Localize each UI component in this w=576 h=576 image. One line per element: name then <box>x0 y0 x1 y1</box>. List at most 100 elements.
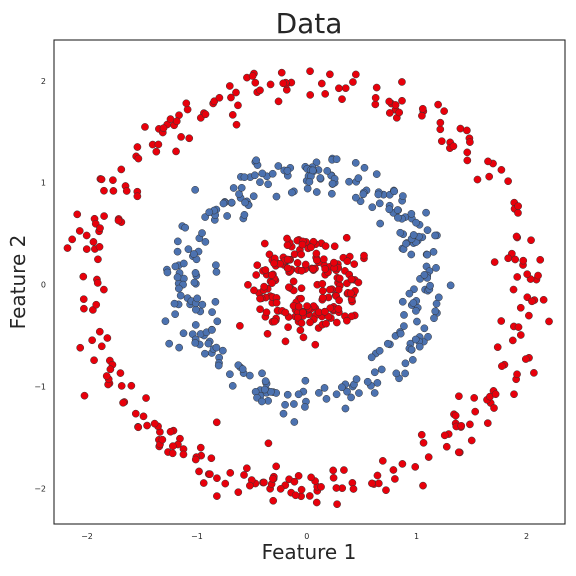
data-point-middle-72 <box>396 228 405 237</box>
data-point-inner-42 <box>296 326 305 335</box>
data-point-middle-209 <box>274 162 283 170</box>
data-point-middle-208 <box>191 305 200 314</box>
data-point-outer-142 <box>509 285 518 294</box>
data-point-middle-199 <box>434 293 443 302</box>
data-point-middle-108 <box>268 169 277 178</box>
data-point-outer-225 <box>297 485 306 494</box>
data-point-outer-232 <box>491 390 500 399</box>
data-point-inner-108 <box>334 285 343 294</box>
data-point-middle-138 <box>323 167 332 175</box>
data-point-middle-88 <box>219 346 227 355</box>
data-point-inner-190 <box>318 293 327 302</box>
data-point-outer-143 <box>490 404 498 412</box>
data-point-middle-15 <box>272 192 281 201</box>
data-point-outer-172 <box>168 449 177 458</box>
data-point-inner-165 <box>299 333 308 342</box>
data-point-middle-182 <box>214 361 223 370</box>
data-point-outer-27 <box>221 479 230 488</box>
data-point-middle-260 <box>181 223 190 232</box>
data-point-outer-93 <box>437 137 446 146</box>
data-point-inner-45 <box>321 242 330 250</box>
data-point-middle-251 <box>245 371 254 380</box>
data-point-outer-21 <box>436 125 445 134</box>
data-point-middle-142 <box>375 346 384 355</box>
data-point-middle-40 <box>190 278 199 287</box>
data-point-middle-128 <box>287 188 296 197</box>
data-point-outer-7 <box>196 443 205 452</box>
data-point-middle-171 <box>412 307 420 315</box>
data-point-middle-71 <box>429 248 438 256</box>
data-point-middle-247 <box>241 198 249 207</box>
data-point-middle-195 <box>258 397 266 406</box>
x-tick-label: 1 <box>414 532 419 541</box>
data-point-middle-31 <box>179 329 188 338</box>
data-point-outer-127 <box>96 224 104 232</box>
data-point-outer-139 <box>512 232 521 241</box>
data-point-outer-19 <box>195 467 203 476</box>
data-point-outer-218 <box>485 172 494 181</box>
data-point-outer-177 <box>240 471 248 479</box>
data-point-middle-295 <box>392 369 401 378</box>
data-point-outer-203 <box>103 334 112 342</box>
data-point-outer-298 <box>418 104 427 113</box>
chart-title: Data <box>276 7 343 40</box>
data-point-inner-98 <box>313 256 321 265</box>
data-point-middle-95 <box>279 409 288 418</box>
data-point-outer-202 <box>134 423 143 432</box>
data-point-inner-122 <box>297 284 306 293</box>
data-point-outer-221 <box>536 255 545 264</box>
data-point-middle-60 <box>328 189 336 198</box>
data-point-middle-50 <box>372 170 381 178</box>
y-tick-label: −2 <box>34 484 46 493</box>
data-point-middle-211 <box>426 281 434 290</box>
data-point-outer-292 <box>371 93 380 102</box>
data-point-middle-253 <box>385 205 394 214</box>
data-point-middle-248 <box>363 377 372 386</box>
data-point-middle-173 <box>184 245 193 254</box>
data-point-outer-54 <box>80 391 89 400</box>
data-point-outer-180 <box>442 442 451 451</box>
data-point-outer-176 <box>312 498 321 507</box>
data-point-middle-144 <box>407 210 416 218</box>
data-point-outer-162 <box>243 464 251 473</box>
data-point-outer-274 <box>177 133 185 141</box>
data-point-outer-6 <box>117 165 126 174</box>
data-point-outer-258 <box>109 187 118 195</box>
data-point-outer-295 <box>530 369 538 377</box>
data-point-outer-242 <box>152 147 161 156</box>
data-point-inner-177 <box>256 294 264 303</box>
data-point-middle-271 <box>198 229 206 237</box>
data-point-middle-179 <box>189 250 198 258</box>
data-point-middle-102 <box>226 370 234 379</box>
data-point-middle-283 <box>212 261 220 270</box>
data-point-inner-23 <box>293 259 302 267</box>
y-axis-label: Feature 2 <box>6 235 30 330</box>
data-point-middle-229 <box>219 199 228 208</box>
data-point-outer-248 <box>317 483 325 491</box>
data-point-middle-197 <box>173 247 182 256</box>
data-point-outer-55 <box>467 436 476 445</box>
data-point-inner-199 <box>335 296 343 305</box>
data-point-inner-185 <box>244 280 252 289</box>
data-point-middle-121 <box>201 349 209 358</box>
data-point-inner-99 <box>354 278 363 287</box>
data-point-outer-262 <box>158 435 167 444</box>
data-point-inner-132 <box>330 258 338 267</box>
y-tick-labels: −2 −1 0 1 2 <box>34 77 46 493</box>
data-point-inner-189 <box>346 289 355 298</box>
data-point-middle-226 <box>205 208 214 217</box>
data-point-inner-135 <box>263 329 272 338</box>
data-point-outer-161 <box>335 84 343 93</box>
data-point-outer-102 <box>82 245 91 253</box>
data-point-middle-78 <box>431 307 440 316</box>
data-point-outer-48 <box>463 148 472 157</box>
data-point-middle-190 <box>176 291 185 300</box>
data-point-middle-298 <box>412 218 420 227</box>
data-point-outer-151 <box>150 419 159 428</box>
data-point-middle-206 <box>432 299 441 308</box>
data-point-outer-118 <box>207 454 216 463</box>
data-point-outer-158 <box>497 166 506 174</box>
data-point-outer-169 <box>269 496 278 505</box>
data-point-outer-293 <box>215 93 224 102</box>
data-point-outer-5 <box>75 227 84 235</box>
